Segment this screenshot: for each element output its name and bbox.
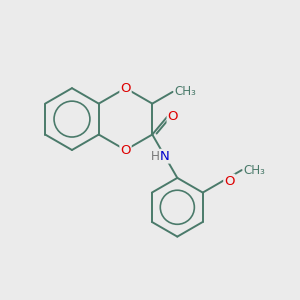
Text: O: O [120, 143, 131, 157]
Text: O: O [224, 175, 235, 188]
Text: CH₃: CH₃ [243, 164, 265, 177]
Text: O: O [120, 82, 131, 95]
Text: O: O [167, 110, 178, 123]
Text: N: N [160, 150, 170, 163]
Text: H: H [151, 150, 160, 163]
Text: CH₃: CH₃ [174, 85, 196, 98]
